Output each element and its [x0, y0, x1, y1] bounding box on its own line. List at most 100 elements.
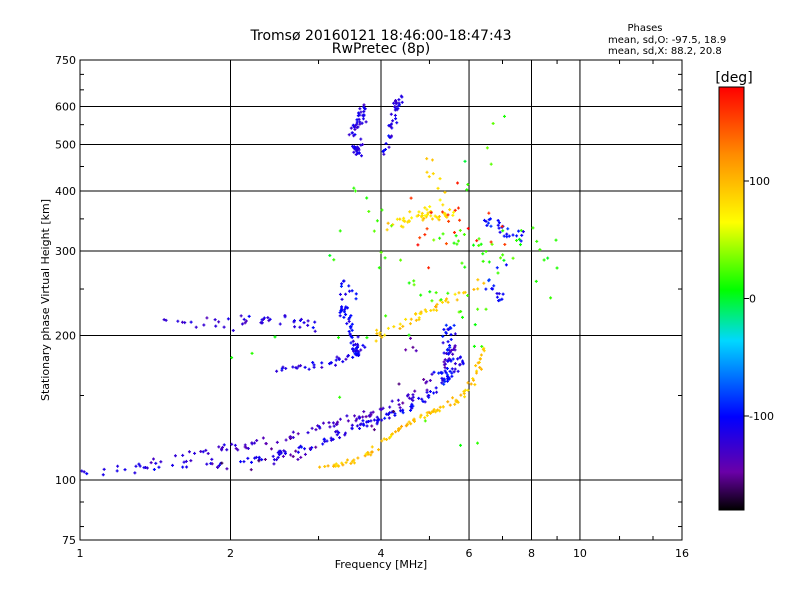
- data-point: [453, 332, 457, 336]
- data-point: [420, 397, 424, 401]
- data-point: [418, 236, 422, 240]
- data-point: [383, 416, 387, 420]
- data-point: [359, 348, 363, 352]
- data-point: [431, 410, 435, 414]
- data-point: [498, 298, 502, 302]
- data-point: [210, 462, 214, 466]
- data-point: [502, 114, 506, 118]
- data-point: [437, 371, 441, 375]
- data-point: [435, 409, 439, 413]
- data-point: [358, 427, 362, 431]
- data-point: [453, 208, 457, 212]
- data-point: [185, 465, 189, 469]
- data-point: [469, 382, 473, 386]
- data-point: [355, 417, 359, 421]
- data-point: [271, 454, 275, 458]
- data-point: [299, 364, 303, 368]
- data-point: [296, 450, 300, 454]
- data-point: [438, 198, 442, 202]
- data-point: [453, 344, 457, 348]
- data-point: [314, 445, 318, 449]
- data-point: [338, 292, 342, 296]
- data-point: [329, 361, 333, 365]
- data-point: [427, 175, 431, 179]
- data-point: [503, 242, 507, 246]
- data-point: [154, 461, 158, 465]
- data-point: [391, 119, 395, 123]
- data-point: [477, 243, 481, 247]
- data-point: [233, 443, 237, 447]
- data-point: [313, 329, 317, 333]
- data-point: [291, 435, 295, 439]
- data-point: [375, 219, 379, 223]
- data-point: [371, 410, 375, 414]
- data-point: [455, 399, 459, 403]
- data-point: [361, 419, 365, 423]
- data-point: [247, 314, 251, 318]
- data-point: [338, 311, 342, 315]
- data-point: [441, 203, 445, 207]
- data-point: [335, 433, 339, 437]
- data-point: [499, 256, 503, 260]
- data-point: [353, 414, 357, 418]
- data-point: [410, 402, 414, 406]
- data-point: [338, 417, 342, 421]
- data-point: [210, 457, 214, 461]
- data-point: [173, 454, 177, 458]
- data-point: [367, 414, 371, 418]
- data-point: [449, 348, 453, 352]
- data-point: [116, 464, 120, 468]
- data-point: [453, 367, 457, 371]
- data-point: [367, 209, 371, 213]
- data-point: [399, 258, 403, 262]
- data-point: [407, 333, 411, 337]
- data-point: [350, 322, 354, 326]
- data-point: [404, 424, 408, 428]
- data-point: [412, 419, 416, 423]
- data-point: [332, 424, 336, 428]
- data-point: [263, 457, 267, 461]
- data-point: [201, 450, 205, 454]
- data-point: [495, 295, 499, 299]
- data-point: [354, 353, 358, 357]
- data-point: [438, 409, 442, 413]
- data-point: [225, 467, 229, 471]
- data-point: [253, 456, 257, 460]
- data-point: [217, 320, 221, 324]
- data-point: [344, 305, 348, 309]
- data-point: [497, 226, 501, 230]
- data-point: [314, 428, 318, 432]
- data-point: [554, 238, 558, 242]
- data-point: [475, 239, 479, 243]
- data-point: [242, 317, 246, 321]
- data-point: [456, 181, 460, 185]
- y-tick-label: 500: [55, 139, 76, 152]
- data-point: [408, 336, 412, 340]
- data-point: [482, 218, 486, 222]
- data-point: [398, 322, 402, 326]
- data-point: [222, 325, 226, 329]
- data-point: [375, 415, 379, 419]
- data-point: [257, 459, 261, 463]
- data-point: [409, 422, 413, 426]
- data-point: [342, 310, 346, 314]
- data-point: [496, 223, 500, 227]
- data-point: [380, 208, 384, 212]
- data-point: [477, 237, 481, 241]
- data-point: [443, 190, 447, 194]
- data-point: [411, 393, 415, 397]
- data-point: [242, 460, 246, 464]
- data-point: [466, 182, 470, 186]
- data-point: [482, 281, 486, 285]
- data-point: [189, 459, 193, 463]
- data-point: [437, 215, 441, 219]
- data-point: [429, 211, 433, 215]
- data-point: [337, 356, 341, 360]
- data-point: [415, 214, 419, 218]
- data-point: [471, 243, 475, 247]
- data-point: [423, 308, 427, 312]
- data-point: [379, 250, 383, 254]
- data-point: [399, 409, 403, 413]
- data-point: [441, 378, 445, 382]
- data-point: [485, 146, 489, 150]
